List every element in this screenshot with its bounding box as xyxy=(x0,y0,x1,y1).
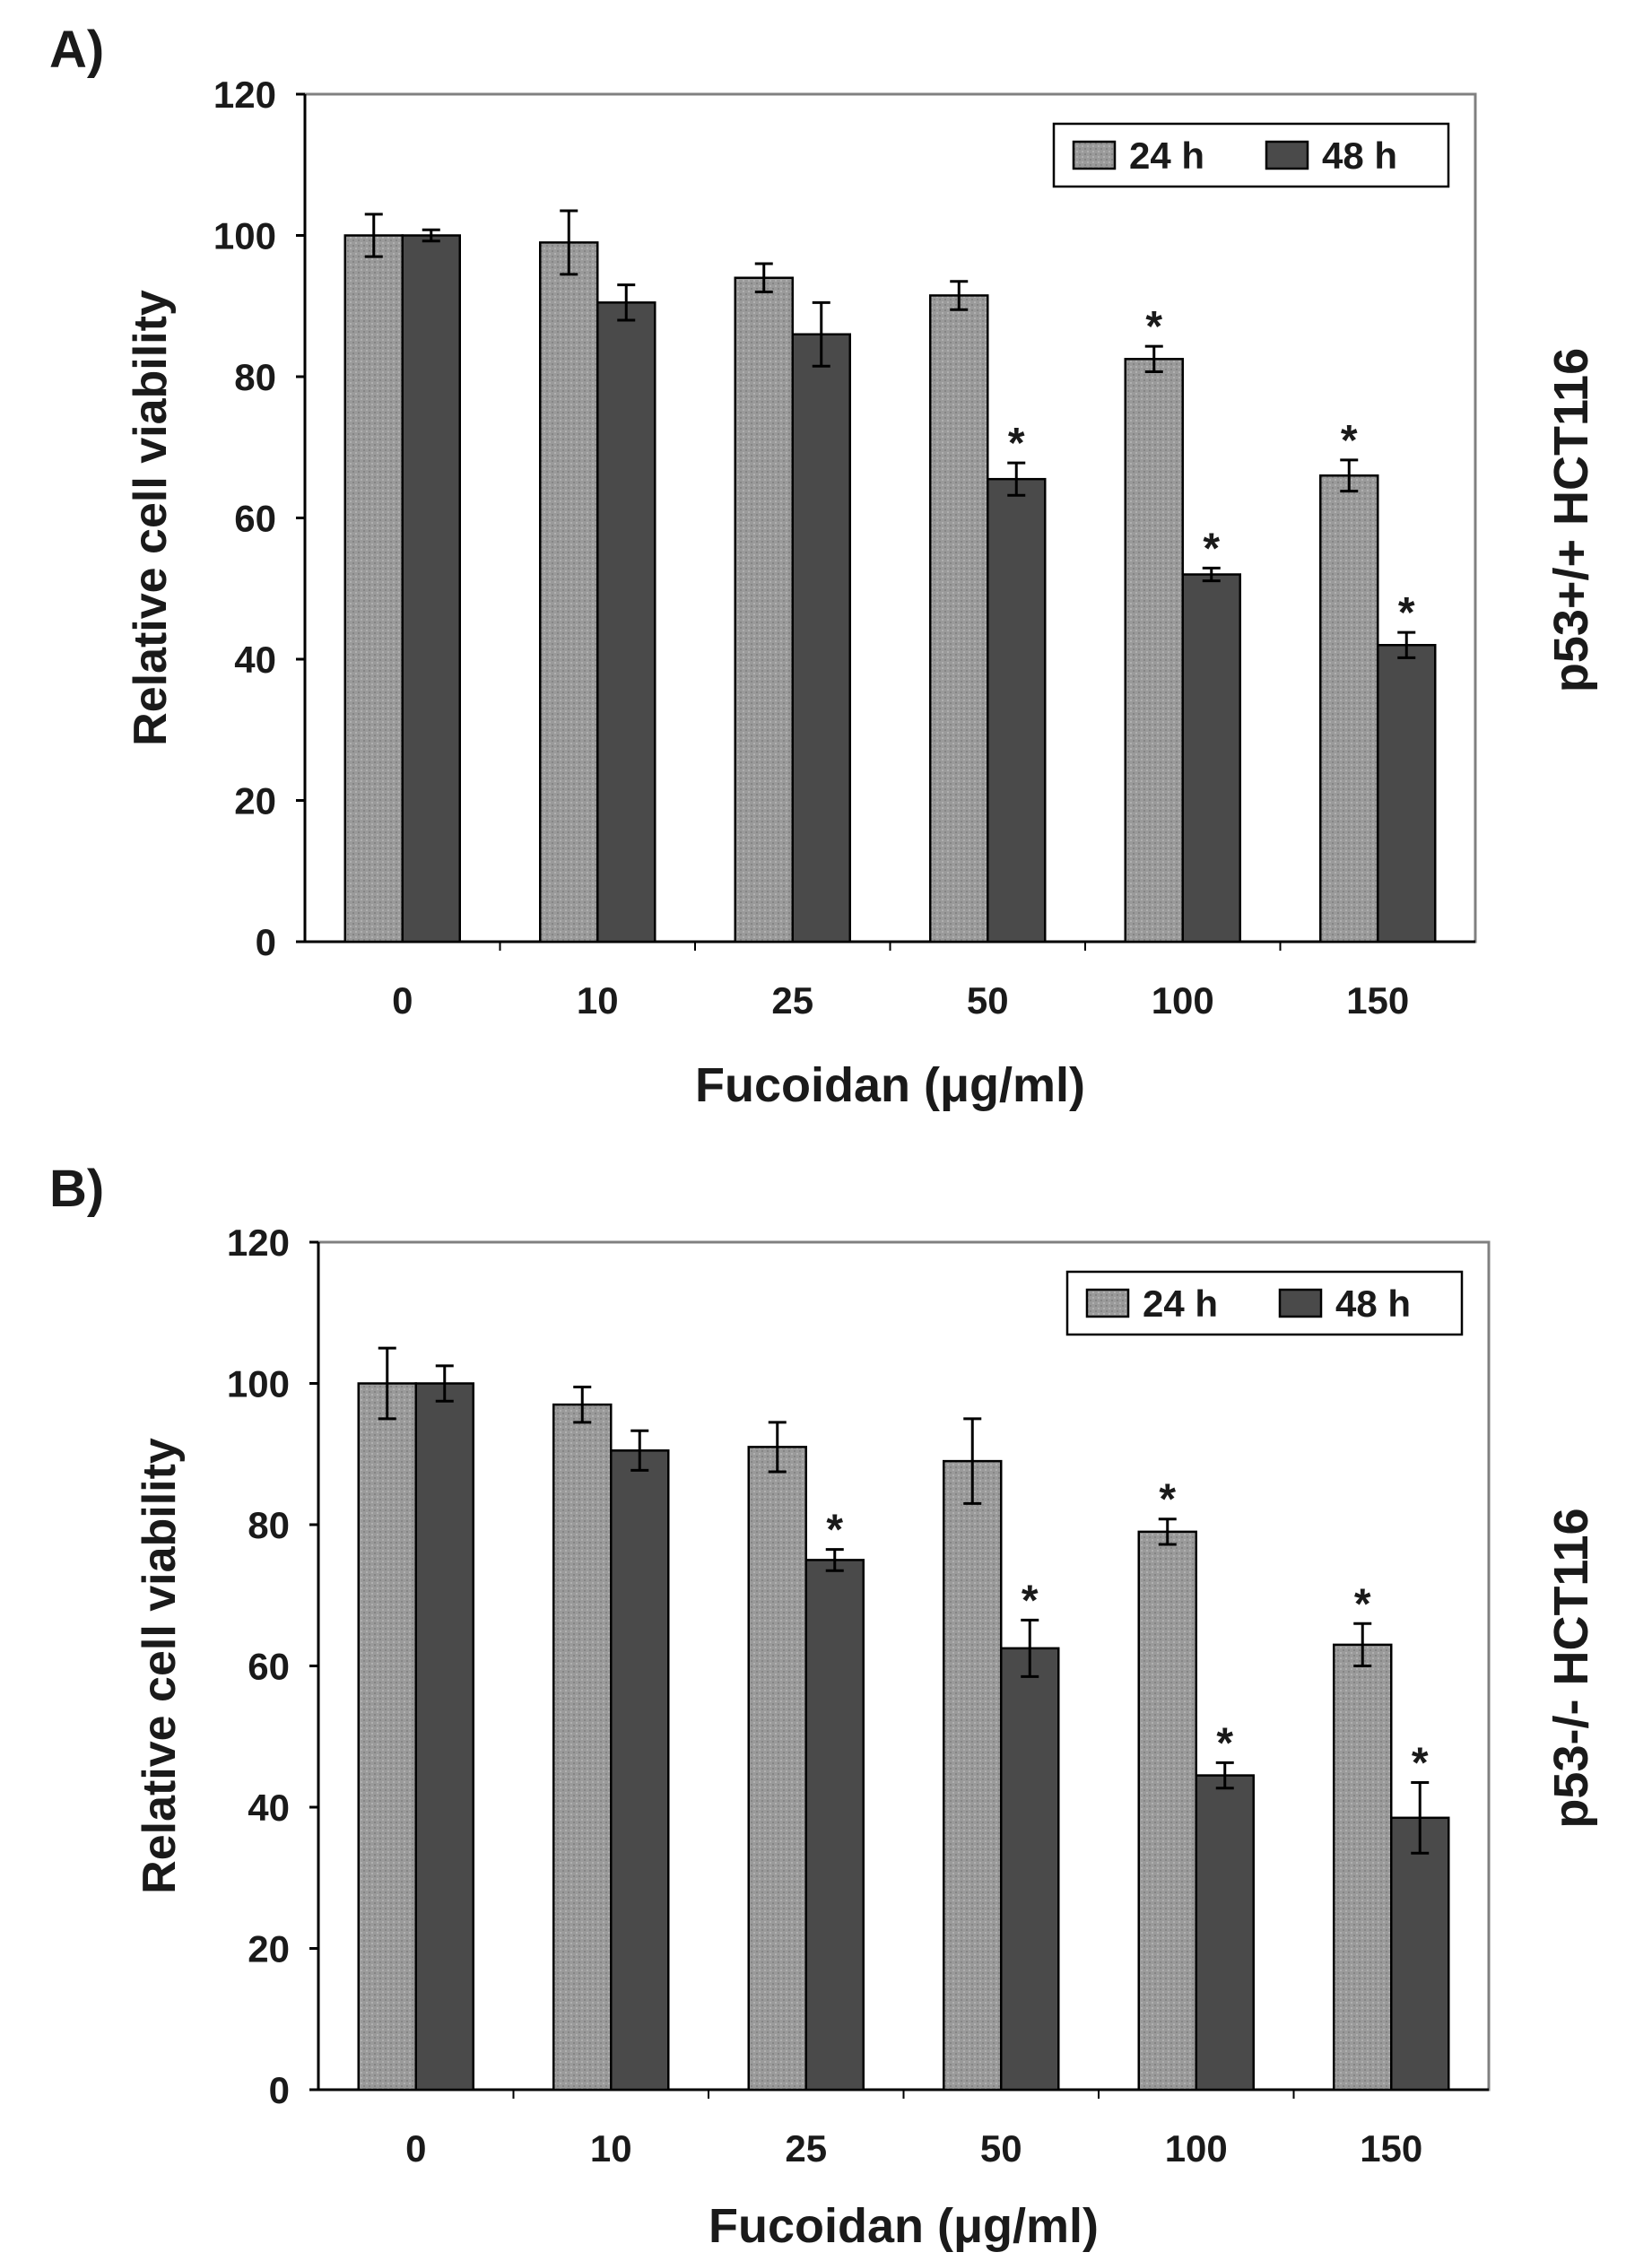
y-axis-label: Relative cell viability xyxy=(134,1438,186,1894)
bar-48h-50 xyxy=(987,477,1047,944)
x-tick-label: 50 xyxy=(980,2127,1022,2170)
panel-label: A) xyxy=(49,21,104,79)
bar-48h-150 xyxy=(1390,1816,1450,2091)
y-tick-label: 0 xyxy=(269,2069,290,2111)
significance-marker: * xyxy=(1341,417,1358,465)
y-tick-label: 100 xyxy=(227,1363,290,1405)
bar-48h-0 xyxy=(401,234,461,944)
y-tick-label: 60 xyxy=(248,1646,290,1688)
y-tick-label: 0 xyxy=(256,921,276,963)
x-tick-label: 10 xyxy=(577,979,619,1022)
legend-label: 24 h xyxy=(1129,135,1204,177)
bar-24h-50 xyxy=(929,294,989,944)
y-tick-label: 40 xyxy=(248,1787,290,1829)
significance-marker: * xyxy=(1412,1739,1429,1787)
significance-marker: * xyxy=(1354,1580,1371,1628)
panel-b: B) 0 20 40 60 80 100 120 Relative cell viability… xyxy=(0,1130,1652,2261)
bar-48h-50 xyxy=(1000,1647,1060,2091)
y-tick-label: 60 xyxy=(234,498,276,540)
significance-marker: * xyxy=(1145,303,1162,351)
significance-marker: * xyxy=(1398,589,1415,637)
y-axis-label: Relative cell viability xyxy=(125,290,177,746)
significance-marker: * xyxy=(1008,420,1025,467)
x-axis-label: Fucoidan (μg/ml) xyxy=(709,2199,1099,2253)
x-tick-label: 25 xyxy=(771,979,813,1022)
legend-swatch xyxy=(1265,140,1309,170)
bar-24h-150 xyxy=(1333,1643,1393,2091)
x-tick-label: 150 xyxy=(1346,979,1409,1022)
bar-24h-10 xyxy=(539,241,599,944)
bar-24h-50 xyxy=(943,1459,1003,2091)
y-tick-label: 120 xyxy=(213,74,276,116)
significance-marker: * xyxy=(1022,1577,1039,1624)
legend-label: 48 h xyxy=(1335,1283,1411,1325)
bar-48h-100 xyxy=(1195,1774,1255,2091)
legend-label: 24 h xyxy=(1143,1283,1218,1325)
bar-48h-10 xyxy=(596,301,656,944)
cell-line-label: p53+/+ HCT116 xyxy=(1544,348,1598,692)
x-tick-label: 0 xyxy=(392,979,413,1022)
bar-24h-150 xyxy=(1319,474,1379,944)
legend-swatch xyxy=(1278,1288,1323,1318)
x-tick-label: 100 xyxy=(1152,979,1214,1022)
bar-48h-10 xyxy=(610,1449,670,2091)
y-tick-label: 100 xyxy=(213,215,276,257)
cell-line-label: p53-/- HCT116 xyxy=(1544,1508,1598,1828)
bar-24h-100 xyxy=(1124,358,1184,944)
legend-label: 48 h xyxy=(1322,135,1397,177)
x-axis-label: Fucoidan (μg/ml) xyxy=(695,1058,1085,1112)
y-tick-label: 40 xyxy=(234,639,276,681)
bar-24h-10 xyxy=(552,1403,613,2091)
legend-swatch xyxy=(1085,1288,1130,1318)
significance-marker: * xyxy=(1203,525,1220,572)
significance-marker: * xyxy=(826,1507,843,1554)
y-tick-label: 20 xyxy=(248,1928,290,1970)
bar-24h-100 xyxy=(1137,1530,1197,2091)
legend-box xyxy=(1052,122,1450,188)
y-tick-label: 80 xyxy=(248,1504,290,1546)
bar-48h-150 xyxy=(1377,644,1437,944)
bar-48h-100 xyxy=(1181,573,1241,944)
y-tick-label: 20 xyxy=(234,780,276,822)
x-tick-label: 50 xyxy=(967,979,1009,1022)
legend-swatch xyxy=(1072,140,1117,170)
y-tick-label: 80 xyxy=(234,356,276,398)
bar-24h-0 xyxy=(357,1382,417,2091)
panel-label: B) xyxy=(49,1160,104,1218)
plot-area xyxy=(303,92,1477,944)
x-tick-label: 0 xyxy=(405,2127,426,2170)
legend-box xyxy=(1065,1270,1464,1336)
bar-48h-25 xyxy=(804,1559,865,2091)
panel-a: A) 0 20 40 60 80 100 120 Relative cell viability… xyxy=(0,0,1652,1130)
x-tick-label: 25 xyxy=(785,2127,827,2170)
y-tick-label: 120 xyxy=(227,1222,290,1264)
x-tick-label: 100 xyxy=(1165,2127,1228,2170)
bar-24h-0 xyxy=(343,234,404,944)
bar-24h-25 xyxy=(734,276,794,944)
significance-marker: * xyxy=(1216,1719,1233,1767)
x-tick-label: 10 xyxy=(590,2127,632,2170)
bar-48h-0 xyxy=(414,1382,474,2091)
plot-area xyxy=(317,1240,1491,2091)
bar-48h-25 xyxy=(791,333,851,944)
bar-24h-25 xyxy=(747,1446,807,2091)
significance-marker: * xyxy=(1159,1476,1176,1524)
x-tick-label: 150 xyxy=(1360,2127,1422,2170)
